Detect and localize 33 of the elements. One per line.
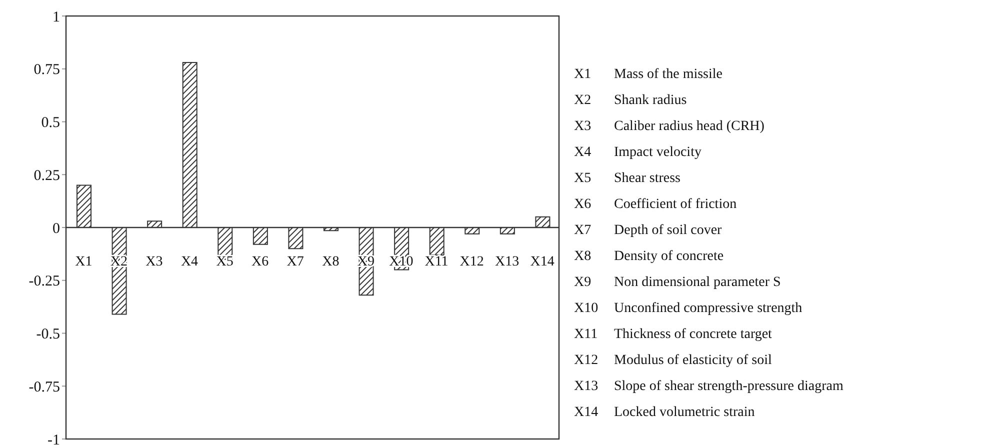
text: X10 Unconfined compressive strength [574,301,802,317]
text: X8 Density of concrete [574,249,724,264]
x-tick-label: X3 [146,254,163,270]
text: X6 Coefficient of friction [574,197,737,212]
text: X7 Depth of soil cover [574,223,722,238]
y-tick-label: 0.75 [34,62,60,78]
y-tick-label: 0.5 [41,115,60,132]
y-tick-label: -0.25 [28,274,60,290]
text: X9 Non dimensional parameter S [574,275,781,290]
y-tick-label: -0.75 [28,379,60,396]
text: X5 Shear stress [574,171,680,186]
text: X14 Locked volumetric strain [574,405,755,421]
y-tick-label: -0.5 [36,326,60,343]
text: X12 Modulus of elasticity of soil [574,353,772,369]
x-tick-label: X7 [286,254,304,270]
text: X3 Caliber radius head (CRH) [574,119,764,134]
x-tick-label: X6 [252,254,269,270]
text: X2 Shank radius [574,93,687,108]
x-tick-label: X4 [180,254,198,270]
x-tick-label: X14 [530,254,554,270]
text: X1 Mass of the missile [574,67,722,82]
text: X4 Impact velocity [574,145,702,160]
y-tick-label: 0 [52,220,60,237]
x-tick-label: X11 [424,254,448,270]
y-tick-label: 1 [52,9,60,26]
y-tick-label: 0.25 [34,168,60,184]
text: X13 Slope of shear strength-pressure diagram [574,379,844,395]
x-tick-label: X12 [460,254,484,270]
x-tick-label: X8 [322,254,340,270]
x-tick-label: X1 [75,254,92,270]
text: X11 Thickness of concrete target [574,327,772,343]
y-tick-label: -1 [48,432,60,448]
x-tick-label: X13 [495,254,520,270]
